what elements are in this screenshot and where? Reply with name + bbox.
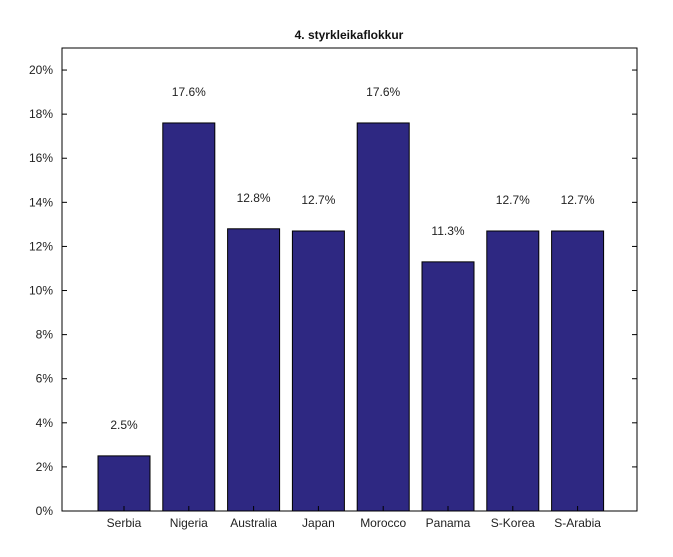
bar-nigeria xyxy=(162,122,216,512)
y-tick-label: 18% xyxy=(29,107,53,121)
data-label: 12.7% xyxy=(496,193,530,207)
y-tick-label: 12% xyxy=(29,239,53,253)
x-tick-label: S-Korea xyxy=(491,516,535,530)
bar-japan xyxy=(291,230,345,512)
x-tick-label: Japan xyxy=(302,516,335,530)
x-tick-label: Nigeria xyxy=(170,516,208,530)
data-label: 17.6% xyxy=(366,85,400,99)
y-tick-label: 16% xyxy=(29,151,53,165)
bar-morocco xyxy=(356,122,410,512)
data-label: 11.3% xyxy=(431,224,464,238)
x-tick-label: Panama xyxy=(426,516,471,530)
y-tick-label: 14% xyxy=(29,195,53,209)
x-tick-label: Morocco xyxy=(360,516,406,530)
data-label: 2.5% xyxy=(110,418,138,432)
x-axis: Serbia Nigeria Australia Japan Morocco Panama… xyxy=(107,506,601,530)
y-axis: 0% 2% 4% 6% 8% 10% 12% 14% 16% 18% 20% xyxy=(29,63,637,518)
bar-s-arabia xyxy=(551,230,605,512)
data-label: 12.7% xyxy=(561,193,595,207)
y-tick-label: 8% xyxy=(36,328,54,342)
data-label: 17.6% xyxy=(172,85,206,99)
x-tick-label: S-Arabia xyxy=(554,516,601,530)
y-tick-label: 4% xyxy=(36,416,54,430)
bar-panama xyxy=(421,261,475,512)
data-label: 12.7% xyxy=(301,193,335,207)
y-tick-label: 20% xyxy=(29,63,53,77)
bar-australia xyxy=(227,228,281,512)
bar-serbia xyxy=(97,455,151,512)
plot-frame xyxy=(61,47,638,512)
bars: 2.5% 17.6% 12.8% 12.7% 17.6% 11.3% 12.7% 12.7% xyxy=(97,85,605,512)
bar-s-korea xyxy=(486,230,540,512)
data-label: 12.8% xyxy=(237,191,271,205)
y-tick-label: 0% xyxy=(36,504,54,518)
x-tick-label: Australia xyxy=(230,516,277,530)
y-tick-label: 6% xyxy=(36,372,54,386)
y-tick-label: 10% xyxy=(29,284,53,298)
x-tick-label: Serbia xyxy=(107,516,142,530)
chart-title: 4. styrkleikaflokkur xyxy=(295,28,404,42)
y-tick-label: 2% xyxy=(36,460,54,474)
